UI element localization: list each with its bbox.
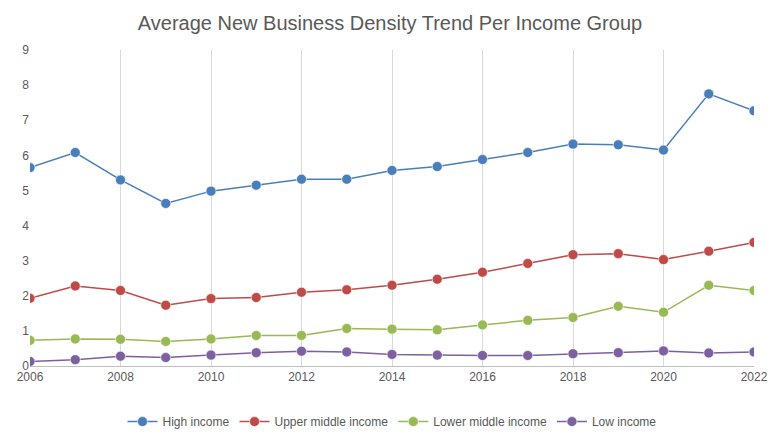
svg-text:Upper middle income: Upper middle income [275, 415, 389, 429]
svg-text:2018: 2018 [560, 370, 587, 384]
svg-text:2: 2 [22, 289, 29, 303]
svg-text:2014: 2014 [379, 370, 406, 384]
svg-text:9: 9 [22, 43, 29, 57]
svg-text:5: 5 [22, 184, 29, 198]
svg-text:7: 7 [22, 113, 29, 127]
svg-text:2022: 2022 [741, 370, 768, 384]
svg-text:2010: 2010 [198, 370, 225, 384]
svg-text:2008: 2008 [107, 370, 134, 384]
svg-text:3: 3 [22, 254, 29, 268]
svg-text:2020: 2020 [650, 370, 677, 384]
svg-text:Lower middle income: Lower middle income [433, 415, 547, 429]
svg-text:4: 4 [22, 219, 29, 233]
svg-text:8: 8 [22, 78, 29, 92]
svg-text:6: 6 [22, 149, 29, 163]
svg-text:2006: 2006 [17, 370, 44, 384]
svg-text:2012: 2012 [288, 370, 315, 384]
svg-text:Low income: Low income [592, 415, 656, 429]
svg-text:Average New Business Density T: Average New Business Density Trend Per I… [138, 12, 642, 34]
svg-text:1: 1 [22, 324, 29, 338]
svg-text:0: 0 [22, 359, 29, 373]
svg-text:High income: High income [163, 415, 230, 429]
svg-text:2016: 2016 [469, 370, 496, 384]
